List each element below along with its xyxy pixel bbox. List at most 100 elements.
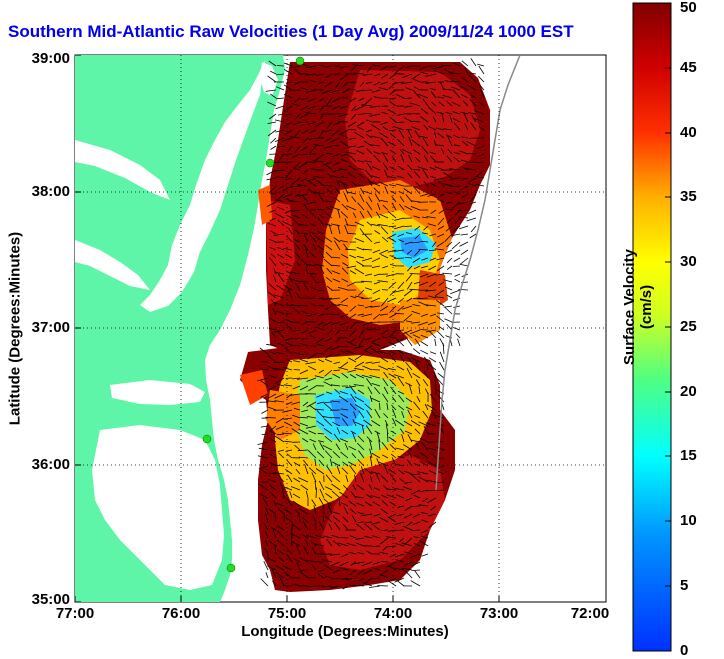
- velocity-vector: [331, 534, 341, 539]
- velocity-vector: [398, 394, 405, 403]
- velocity-vector: [325, 244, 333, 251]
- velocity-vector: [328, 223, 333, 235]
- velocity-vector: [268, 540, 277, 547]
- velocity-vector: [373, 273, 381, 277]
- velocity-vector: [437, 330, 445, 339]
- velocity-vector: [429, 166, 437, 171]
- velocity-vector: [351, 515, 357, 523]
- velocity-vector: [462, 100, 469, 107]
- velocity-vector: [381, 336, 389, 339]
- velocity-vector: [338, 121, 349, 123]
- velocity-vector: [291, 153, 301, 159]
- velocity-vector: [443, 279, 453, 283]
- velocity-vector: [469, 98, 477, 107]
- velocity-vector: [406, 297, 413, 302]
- velocity-vector: [351, 196, 357, 203]
- velocity-vector: [461, 60, 469, 67]
- velocity-vector: [454, 217, 461, 224]
- velocity-vector: [403, 313, 413, 322]
- velocity-vector: [414, 454, 421, 459]
- velocity-vector: [405, 497, 413, 501]
- velocity-vector: [410, 420, 421, 427]
- velocity-vector: [275, 105, 285, 110]
- velocity-vector: [369, 448, 373, 459]
- velocity-vector: [294, 129, 301, 137]
- velocity-vector: [368, 484, 373, 491]
- velocity-vector: [340, 105, 349, 109]
- velocity-vector: [436, 111, 445, 115]
- velocity-vector: [283, 121, 293, 127]
- velocity-vector: [395, 65, 405, 74]
- velocity-vector: [300, 484, 309, 491]
- y-tick-label: 37:00: [31, 319, 70, 336]
- velocity-vector: [399, 354, 405, 363]
- velocity-vector: [444, 88, 453, 91]
- velocity-vector: [291, 102, 301, 107]
- velocity-vector: [478, 65, 485, 75]
- velocity-vector: [353, 72, 365, 75]
- velocity-vector: [339, 391, 349, 395]
- velocity-vector: [425, 304, 437, 307]
- velocity-vector: [413, 186, 421, 195]
- velocity-vector: [305, 73, 317, 76]
- velocity-vector: [365, 287, 373, 291]
- velocity-vector: [383, 371, 389, 379]
- velocity-vector: [450, 80, 461, 83]
- velocity-vector: [257, 377, 269, 382]
- velocity-vector: [314, 534, 325, 539]
- velocity-vector: [381, 152, 389, 155]
- velocity-vector: [276, 525, 285, 531]
- velocity-vector: [418, 504, 429, 507]
- velocity-vector: [420, 334, 429, 339]
- velocity-vector: [339, 65, 349, 69]
- velocity-vector: [340, 211, 349, 219]
- velocity-vector: [289, 393, 301, 396]
- velocity-vector: [387, 249, 397, 253]
- velocity-vector: [429, 393, 437, 403]
- velocity-vector: [364, 97, 373, 105]
- velocity-vector: [446, 257, 453, 264]
- velocity-vector: [461, 136, 469, 139]
- velocity-vector: [437, 372, 445, 379]
- velocity-vector: [357, 552, 365, 555]
- velocity-vector: [350, 430, 357, 435]
- velocity-vector: [451, 241, 461, 250]
- velocity-vector: [276, 310, 285, 315]
- velocity-vector: [267, 393, 277, 399]
- velocity-vector: [348, 165, 357, 171]
- velocity-vector: [359, 81, 365, 87]
- velocity-vector: [260, 469, 269, 475]
- velocity-vector: [269, 425, 277, 432]
- velocity-vector: [297, 305, 309, 307]
- velocity-vector: [362, 89, 373, 91]
- velocity-vector: [334, 185, 341, 195]
- velocity-vector: [413, 494, 421, 499]
- velocity-vector: [274, 161, 285, 164]
- velocity-vector: [345, 577, 357, 580]
- velocity-vector: [439, 351, 445, 363]
- velocity-vector: [423, 124, 429, 131]
- velocity-vector: [387, 367, 397, 371]
- velocity-vector: [374, 387, 381, 395]
- velocity-vector: [422, 410, 429, 419]
- velocity-vector: [285, 304, 293, 307]
- velocity-vector: [404, 481, 413, 484]
- velocity-vector: [431, 453, 437, 459]
- velocity-vector: [373, 525, 381, 531]
- velocity-vector: [295, 282, 301, 291]
- velocity-vector: [309, 234, 317, 243]
- velocity-vector: [305, 535, 317, 539]
- velocity-vector: [394, 249, 405, 252]
- velocity-vector: [306, 313, 317, 317]
- velocity-vector: [340, 297, 349, 304]
- velocity-vector: [283, 508, 293, 515]
- velocity-vector: [459, 257, 469, 266]
- velocity-vector: [469, 94, 477, 99]
- velocity-vector: [453, 134, 461, 139]
- velocity-vector: [371, 452, 381, 459]
- velocity-vector: [390, 430, 397, 435]
- velocity-vector: [427, 363, 437, 371]
- x-tick-label: 75:00: [267, 605, 307, 622]
- velocity-vector: [419, 540, 429, 547]
- velocity-vector: [374, 81, 381, 86]
